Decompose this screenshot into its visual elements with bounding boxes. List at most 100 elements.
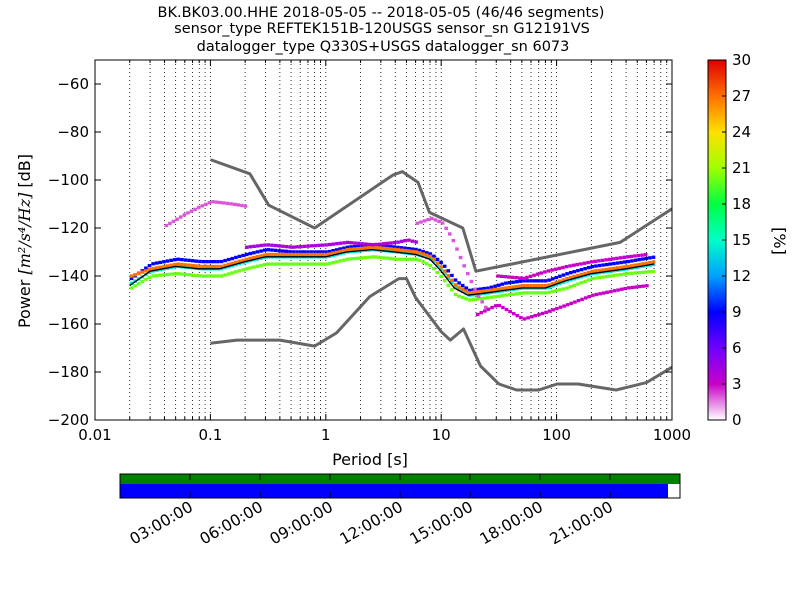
psd-cell (172, 272, 177, 276)
psd-cell (453, 292, 458, 297)
psd-cell (226, 272, 231, 276)
psd-cell (540, 311, 545, 316)
psd-cell (457, 288, 461, 292)
psd-cell (252, 265, 256, 269)
psd-cell (593, 259, 598, 263)
psd-cell (144, 277, 148, 282)
psd-cell (551, 308, 556, 312)
psd-cell (640, 253, 644, 257)
psd-cell (399, 239, 404, 243)
psd-cell (439, 267, 443, 271)
psd-cell (324, 262, 328, 266)
psd-cell (543, 270, 547, 274)
psd-cell (514, 280, 519, 284)
psd-cell (201, 264, 206, 269)
psd-cell (207, 201, 212, 205)
psd-cell (175, 217, 179, 221)
psd-cell (540, 291, 544, 295)
psd-cell (597, 259, 601, 263)
psd-cell (507, 275, 511, 279)
psd-cell (529, 284, 533, 288)
psd-cell (162, 260, 166, 264)
psd-cell (630, 271, 634, 275)
psd-cell (460, 287, 465, 291)
psd-cell (216, 264, 220, 269)
psd-cell (587, 295, 592, 299)
psd-cell (562, 304, 566, 308)
psd-cell (446, 276, 451, 280)
psd-cell (503, 275, 508, 279)
psd-cell (360, 246, 364, 250)
psd-cell (277, 244, 282, 248)
psd-cell (245, 245, 249, 249)
colorbar-tick-label: 0 (732, 411, 742, 429)
psd-cell (334, 248, 339, 252)
psd-cell (432, 257, 436, 261)
psd-cell (129, 281, 134, 285)
psd-cell (225, 201, 230, 206)
psd-cell (583, 279, 587, 283)
psd-cell (205, 274, 209, 278)
psd-cell (226, 262, 231, 266)
psd-cell (237, 259, 242, 263)
psd-cell (547, 309, 552, 313)
psd-cell (255, 255, 260, 259)
psd-cell (480, 300, 484, 304)
low-noise-model-line (210, 277, 672, 392)
x-tick-label: 1 (321, 426, 331, 444)
psd-cell (399, 246, 404, 250)
psd-cell (240, 203, 244, 208)
psd-cell (180, 262, 184, 267)
psd-cell (230, 256, 235, 261)
psd-cell (637, 258, 641, 262)
psd-cell (349, 257, 353, 261)
psd-cell (374, 245, 379, 250)
psd-cell (457, 281, 461, 285)
psd-cell (648, 261, 652, 265)
psd-cell (426, 218, 430, 222)
psd-cell (262, 253, 267, 257)
psd-cell (415, 221, 420, 225)
psd-cell (252, 244, 256, 248)
psd-cell (392, 241, 397, 245)
psd-cell (193, 207, 197, 211)
psd-cell (219, 264, 224, 268)
psd-cell (270, 243, 274, 247)
psd-cell (475, 297, 479, 301)
psd-cell (151, 266, 155, 271)
psd-cell (623, 286, 628, 291)
psd-cell (435, 270, 440, 275)
psd-cell (633, 254, 637, 258)
psd-cell (519, 316, 523, 320)
time-tick-label: 15:00:00 (407, 498, 476, 548)
psd-cell (554, 275, 559, 280)
psd-cell (352, 244, 357, 249)
psd-cell (629, 254, 634, 259)
psd-cell (136, 271, 141, 276)
psd-cell (219, 259, 224, 264)
psd-cell (356, 247, 361, 251)
psd-cell (342, 248, 346, 253)
psd-cell (205, 260, 209, 264)
psd-cell (388, 247, 393, 251)
psd-cell (208, 260, 213, 264)
psd-cell (385, 256, 389, 260)
psd-cell (640, 270, 645, 274)
psd-cell (244, 252, 249, 257)
psd-cell (129, 274, 134, 278)
psd-cell (291, 250, 296, 254)
psd-cell (457, 285, 461, 289)
psd-cell (158, 265, 163, 269)
psd-cell (543, 291, 548, 295)
psd-cell (557, 266, 562, 270)
psd-cell (525, 275, 529, 280)
psd-cell (288, 252, 292, 257)
psd-cell (627, 286, 631, 290)
psd-cell (504, 281, 508, 285)
psd-cell (410, 239, 415, 243)
psd-cell (367, 242, 372, 247)
psd-cell (313, 252, 317, 257)
psd-cell (450, 273, 454, 278)
psd-cell (165, 259, 170, 263)
psd-cell (526, 316, 530, 320)
